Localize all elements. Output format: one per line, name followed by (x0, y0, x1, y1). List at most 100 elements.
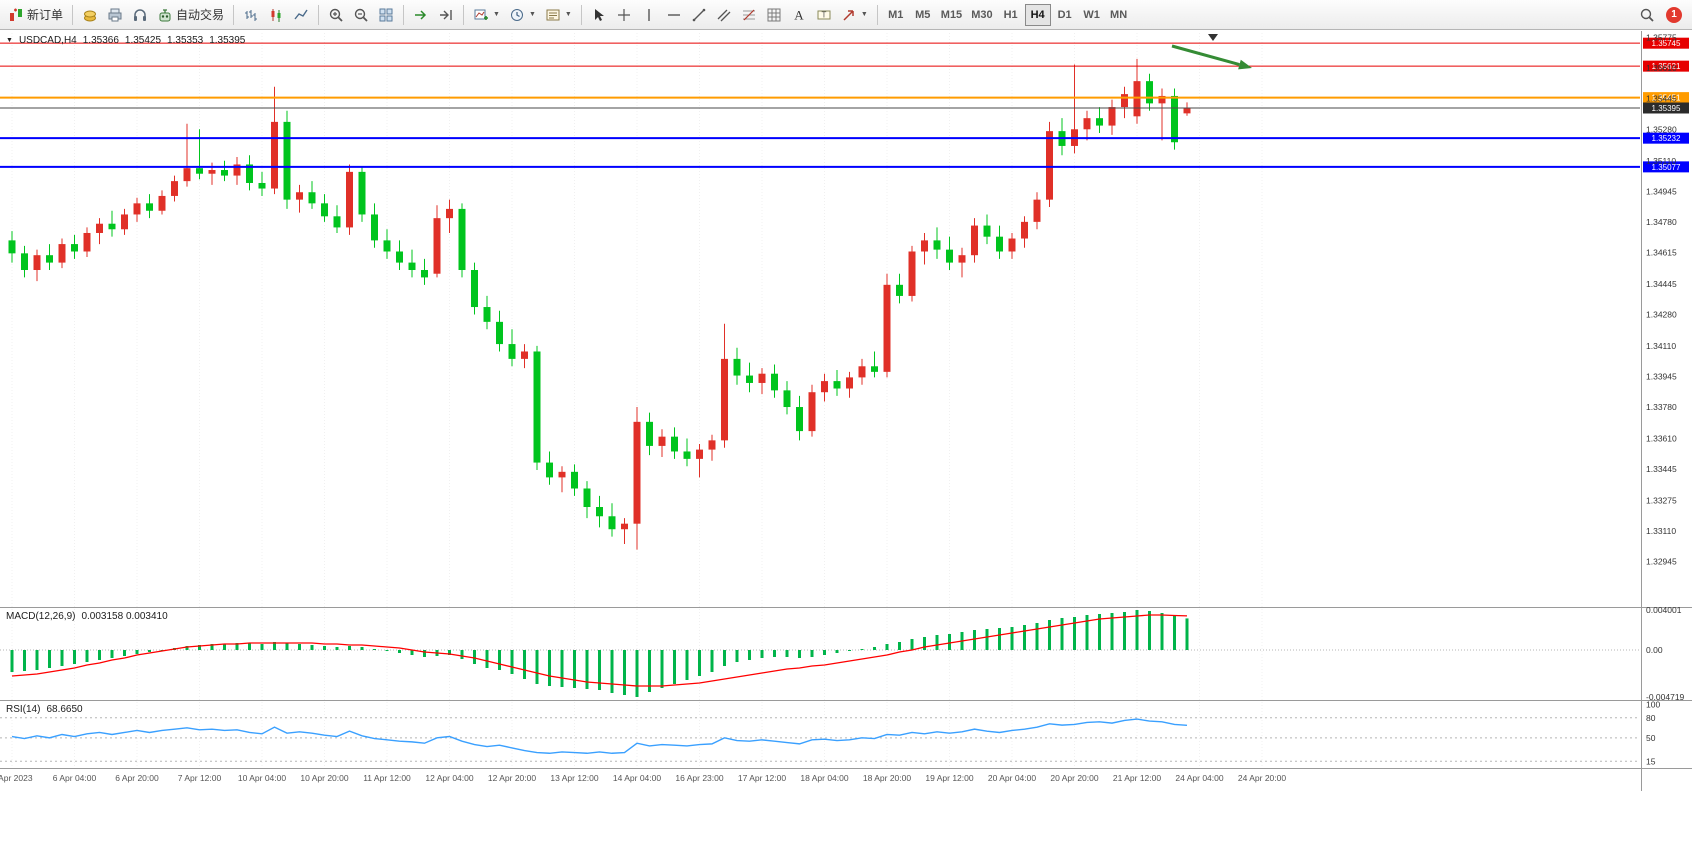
trendline-button[interactable] (687, 3, 711, 27)
cursor-icon (594, 8, 604, 21)
candle-body (1083, 118, 1091, 130)
candle-body (358, 171, 366, 215)
time-axis-label: 24 Apr 20:00 (1238, 773, 1286, 783)
candle-body (83, 232, 91, 252)
candlestick-chart-button[interactable] (264, 3, 288, 27)
price-tag-label: 1.35395 (1652, 104, 1681, 113)
text-button[interactable]: A (787, 3, 811, 27)
timeframe-m1-button[interactable]: M1 (883, 4, 909, 26)
rsi-title: RSI(14) (6, 704, 41, 715)
horizontal-line-object[interactable]: 1.35745 (0, 37, 1689, 49)
candle-body (208, 170, 216, 174)
fibonacci-button[interactable] (737, 3, 761, 27)
autotrading-label: 自动交易 (176, 8, 225, 22)
price-tag (1643, 92, 1689, 104)
arrows-tool-button[interactable]: ▼ (837, 3, 872, 27)
candle-body (808, 392, 816, 432)
timeframe-m5-button[interactable]: M5 (910, 4, 936, 26)
candle-body (721, 358, 728, 441)
candle-body (1133, 81, 1141, 117)
text-label-button[interactable]: T (812, 3, 836, 27)
candle-body (408, 262, 416, 271)
deposit-button[interactable] (78, 3, 102, 27)
candle-body (696, 449, 703, 459)
candle-body (383, 240, 391, 252)
candle-body (933, 240, 941, 250)
timeframe-w1-button[interactable]: W1 (1079, 4, 1105, 26)
bar-chart-button[interactable] (239, 3, 263, 27)
price-tag (1643, 132, 1689, 144)
time-axis-label: 16 Apr 23:00 (675, 773, 723, 783)
candle-body (896, 284, 903, 296)
candle-body (821, 381, 828, 393)
ohlc-high: 1.35425 (124, 35, 162, 46)
chart-area[interactable]: 5 Apr 2023 6 Apr 04:00 6 Apr 20:00 7 Apr 12… (0, 31, 1692, 841)
timeframe-h4-button[interactable]: H4 (1024, 3, 1051, 26)
printer-icon (108, 8, 122, 21)
tile-windows-icon (379, 8, 393, 21)
search-button[interactable] (1635, 3, 1659, 27)
trend-arrow-object[interactable] (1171, 44, 1252, 70)
price-tag-label: 1.35745 (1652, 39, 1681, 48)
cursor-button[interactable] (587, 3, 611, 27)
tile-windows-button[interactable] (374, 3, 398, 27)
new-chart-button[interactable]: ▼ (469, 3, 504, 27)
time-axis-label: 18 Apr 04:00 (800, 773, 848, 783)
timeframe-mn-button[interactable]: MN (1106, 4, 1132, 26)
symbol-dropdown-icon[interactable]: ▼ (6, 37, 13, 44)
candle-body (1121, 94, 1128, 108)
line-chart-button[interactable] (289, 3, 313, 27)
time-axis-label: 20 Apr 20:00 (1050, 773, 1098, 783)
marketplace-button[interactable] (128, 3, 152, 27)
time-axis-label: 18 Apr 20:00 (863, 773, 911, 783)
horizontal-line-object[interactable]: 1.35395 (0, 102, 1689, 114)
new-order-button[interactable]: 新订单 (4, 3, 67, 27)
rsi-axis-label: 80 (1646, 713, 1656, 723)
zoom-out-button[interactable] (349, 3, 373, 27)
rsi-axis-label: 50 (1646, 733, 1656, 743)
candle-body (433, 218, 441, 274)
toolbar-separator (72, 4, 74, 25)
toolbar-separator (876, 4, 878, 25)
candle-body (183, 168, 191, 182)
horizontal-line-button[interactable] (662, 3, 686, 27)
print-button[interactable] (103, 3, 127, 27)
autotrading-button[interactable]: 自动交易 (153, 3, 228, 27)
timeframe-m15-button[interactable]: M15 (937, 4, 966, 26)
candle-body (846, 377, 853, 389)
price-tick-label: 1.32945 (1646, 557, 1677, 567)
time-axis-label: 12 Apr 20:00 (488, 773, 536, 783)
ohlc-open: 1.35366 (82, 35, 119, 46)
timeframe-h1-button[interactable]: H1 (998, 4, 1024, 26)
new-chart-icon (474, 9, 489, 20)
price-tick-label: 1.33110 (1646, 526, 1676, 536)
grid-button[interactable] (762, 3, 786, 27)
chart-shift-marker[interactable] (1208, 34, 1218, 41)
timeframe-m30-button[interactable]: M30 (967, 4, 996, 26)
auto-scroll-button[interactable] (409, 3, 433, 27)
candle-body (1008, 238, 1016, 252)
horizontal-line-object[interactable]: 1.35077 (0, 161, 1689, 173)
chart-shift-button[interactable] (434, 3, 458, 27)
notification-badge[interactable]: 1 (1666, 6, 1682, 23)
candle-body (633, 421, 641, 524)
macd-indicator-label: MACD(12,26,9) 0.003158 0.003410 (6, 611, 168, 622)
vertical-line-button[interactable] (637, 3, 661, 27)
horizontal-line-object[interactable]: 1.35621 (0, 60, 1689, 72)
equidistant-channel-button[interactable] (712, 3, 736, 27)
candle-body (1146, 81, 1153, 104)
zoom-in-button[interactable] (324, 3, 348, 27)
horizontal-line-object[interactable]: 1.35451 (0, 92, 1689, 104)
new-order-icon (10, 8, 22, 21)
horizontal-line-object[interactable]: 1.35232 (0, 132, 1689, 144)
periods-button[interactable]: ▼ (505, 3, 540, 27)
price-tick-label: 1.34445 (1646, 279, 1677, 289)
templates-button[interactable]: ▼ (541, 3, 576, 27)
timeframe-d1-button[interactable]: D1 (1052, 4, 1078, 26)
label-icon: T (817, 10, 831, 19)
crosshair-button[interactable] (612, 3, 636, 27)
time-axis-label: 6 Apr 20:00 (115, 773, 159, 783)
candle-body (833, 381, 841, 389)
candle-body (683, 451, 691, 459)
candle-body (283, 121, 291, 200)
